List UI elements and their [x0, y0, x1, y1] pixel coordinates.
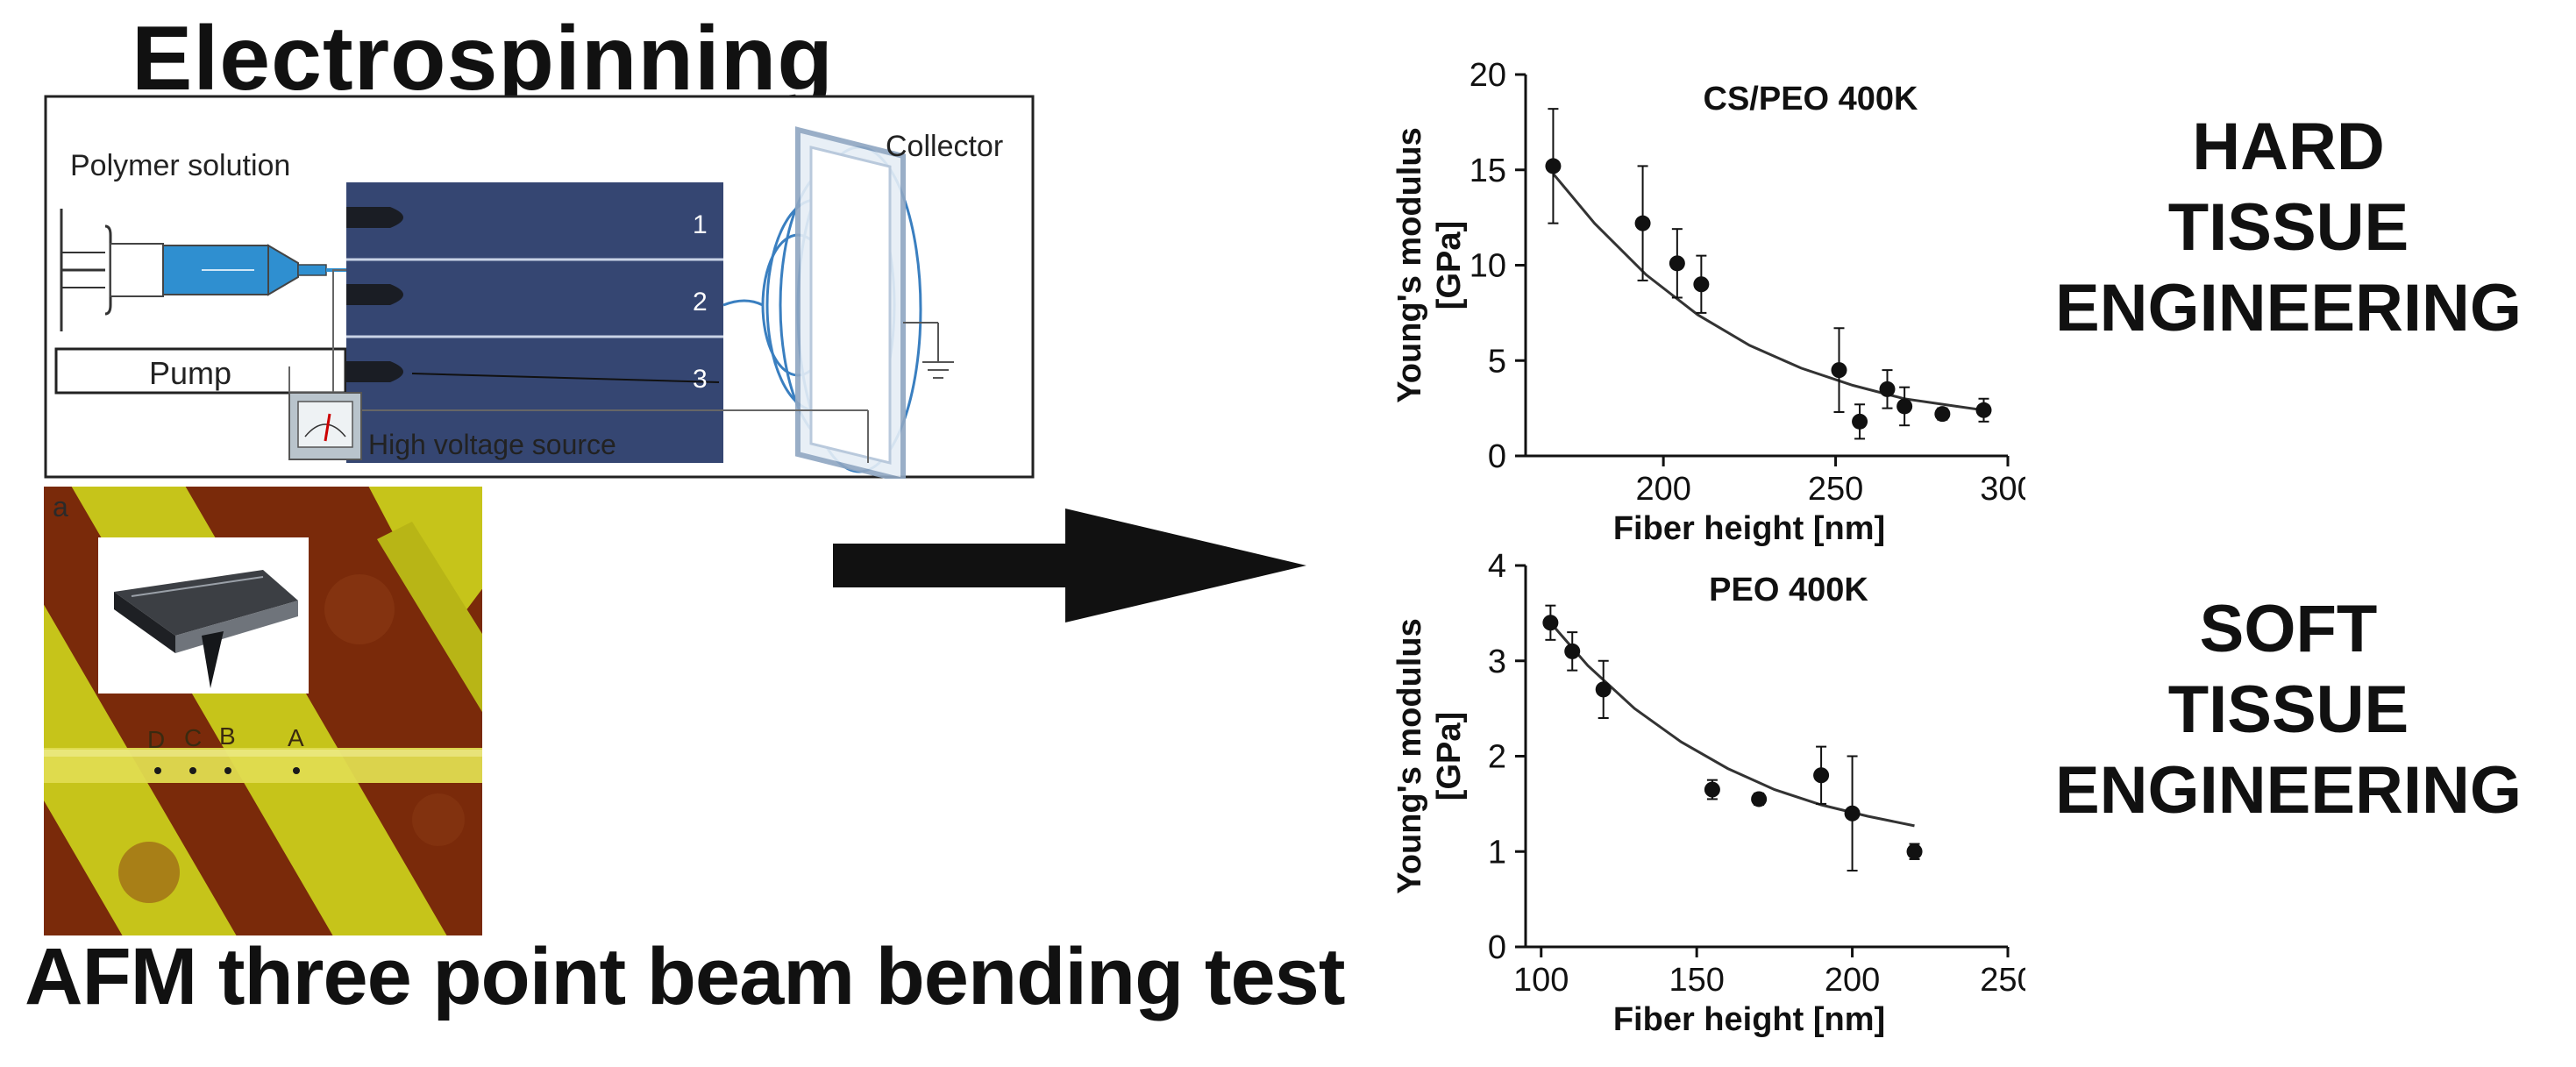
- collector-plate: [795, 126, 906, 479]
- x-tick-label: 150: [1669, 962, 1724, 999]
- data-point: [1896, 398, 1913, 415]
- x-axis-label: Fiber height [nm]: [1613, 510, 1885, 547]
- jet-label-2: 2: [693, 288, 708, 317]
- afm-test-title: AFM three point beam bending test: [25, 932, 1345, 1021]
- fit-curve: [1549, 622, 1915, 828]
- point-label-d: D: [147, 726, 165, 753]
- measurement-points: [154, 767, 300, 774]
- needle-tips: [346, 207, 720, 383]
- electrospinning-title: Electrospinning: [132, 8, 834, 110]
- y-axis-label: Young's modulus: [1391, 618, 1428, 893]
- afm-image: a D C B A: [44, 487, 482, 935]
- data-point: [1751, 791, 1768, 807]
- chart-cs-peo: 200 250 300 0 5 10 15 20 Fiber height [nm] Young'…: [1391, 57, 2025, 547]
- y-tick-label: 15: [1469, 153, 1506, 189]
- point-label-b: B: [219, 722, 236, 750]
- y-tick-label: 5: [1488, 343, 1506, 380]
- chart-title: CS/PEO 400K: [1704, 81, 1919, 117]
- chart-title: PEO 400K: [1709, 572, 1868, 608]
- point-label-a: A: [288, 724, 304, 751]
- hard-tissue-label: HARD TISSUE ENGINEERING: [2017, 107, 2560, 349]
- high-voltage-label: High voltage source: [368, 429, 616, 460]
- jet-image-panel: [346, 182, 723, 463]
- pump-label: Pump: [149, 355, 231, 391]
- soft-line-2: TISSUE: [2167, 672, 2409, 747]
- x-axis-label: Fiber height [nm]: [1613, 1001, 1885, 1038]
- data-point: [1564, 643, 1581, 659]
- chart-peo: 100 150 200 250 0 1 2 3 4 Fiber height [nm] Young'…: [1391, 548, 2025, 1038]
- cantilever-inset: [98, 537, 309, 694]
- process-arrow: [833, 509, 1306, 622]
- hard-line-2: TISSUE: [2167, 190, 2409, 265]
- y-tick-label: 20: [1469, 57, 1506, 94]
- data-point: [1595, 681, 1612, 698]
- data-point: [1813, 767, 1830, 784]
- pump-box: [54, 347, 347, 395]
- soft-line-1: SOFT: [2199, 592, 2378, 666]
- y-tick-label: 3: [1488, 644, 1506, 680]
- y-tick-label: 0: [1488, 929, 1506, 966]
- data-point: [1852, 413, 1868, 430]
- jet-label-3: 3: [693, 365, 708, 394]
- collector-label: Collector: [886, 130, 1003, 163]
- x-tick-label: 200: [1825, 962, 1880, 999]
- ground-symbol: [903, 322, 954, 379]
- afm-panel-letter: a: [53, 491, 68, 523]
- data-point: [1704, 781, 1720, 798]
- x-tick-label: 300: [1980, 471, 2025, 508]
- electrospinning-setup-diagram: Polymer solution Pump 1 2 3 Collector: [44, 95, 1035, 479]
- y-tick-label: 0: [1488, 438, 1506, 475]
- data-point: [1906, 843, 1923, 860]
- point-label-c: C: [184, 724, 202, 751]
- y-axis-unit-label: [GPa]: [1431, 221, 1468, 309]
- x-tick-label: 200: [1635, 471, 1690, 508]
- syringe: [60, 209, 327, 331]
- y-tick-label: 10: [1469, 248, 1506, 285]
- data-point: [1634, 215, 1651, 231]
- y-axis-label: Young's modulus: [1391, 127, 1428, 402]
- soft-tissue-label: SOFT TISSUE ENGINEERING: [2017, 589, 2560, 831]
- high-voltage-meter: [288, 392, 362, 460]
- y-tick-label: 4: [1488, 548, 1506, 585]
- soft-line-3: ENGINEERING: [2054, 753, 2523, 828]
- y-axis-unit-label: [GPa]: [1431, 712, 1468, 800]
- hard-line-3: ENGINEERING: [2054, 271, 2523, 345]
- data-point: [1879, 381, 1896, 397]
- polymer-solution-label: Polymer solution: [70, 149, 290, 182]
- data-point: [1831, 362, 1847, 379]
- data-point: [1844, 805, 1861, 822]
- data-point: [1934, 406, 1951, 423]
- x-tick-label: 250: [1808, 471, 1863, 508]
- data-point: [1669, 255, 1685, 272]
- data-point: [1975, 402, 1992, 418]
- hard-line-1: HARD: [2192, 110, 2385, 184]
- y-tick-label: 1: [1488, 834, 1506, 871]
- y-tick-label: 2: [1488, 739, 1506, 776]
- data-point: [1542, 615, 1559, 631]
- data-point: [1693, 276, 1710, 293]
- x-tick-label: 250: [1980, 962, 2025, 999]
- jet-label-1: 1: [693, 210, 708, 239]
- x-tick-label: 100: [1513, 962, 1569, 999]
- data-point: [1545, 158, 1562, 174]
- fit-curve: [1552, 173, 1984, 412]
